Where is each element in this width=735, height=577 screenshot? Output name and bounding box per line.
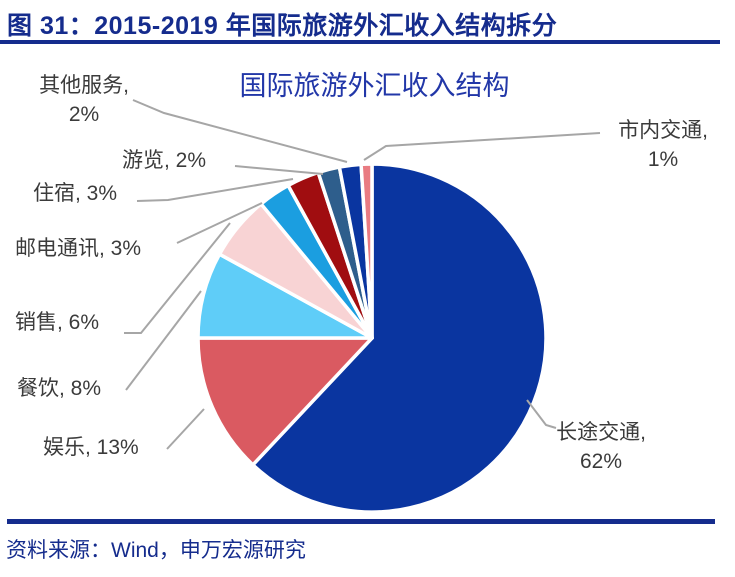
pie-label-line: 其他服务, <box>39 74 129 97</box>
leader-line-food-beverage <box>125 290 202 391</box>
pie-label-entertainment: 娱乐, 13% <box>43 433 165 462</box>
pie-label-sightseeing: 游览, 2% <box>122 146 234 175</box>
title-underline <box>0 40 720 44</box>
pie-label-line: 2% <box>68 103 100 126</box>
pie-label-food-beverage: 餐饮, 8% <box>17 374 127 403</box>
source-text: 资料来源：Wind，申万宏源研究 <box>6 539 306 562</box>
pie-label-line: 市内交通, <box>618 119 708 142</box>
pie-label-long-distance-transport: 长途交通, 62% <box>538 418 664 476</box>
source-divider <box>7 519 715 524</box>
pie-slice-entertainment <box>196 336 374 467</box>
pie-label-sales: 销售, 6% <box>15 308 123 337</box>
leader-line-entertainment <box>166 408 205 450</box>
pie-label-line: 62% <box>579 450 623 473</box>
pie-label-line: 娱乐, 13% <box>43 436 139 459</box>
pie-label-city-transport: 市内交通, 1% <box>600 116 726 174</box>
pie-label-line: 餐饮, 8% <box>17 377 102 400</box>
pie-label-accommodation: 住宿, 3% <box>33 179 143 208</box>
leader-line-sales <box>124 222 231 334</box>
pie-label-line: 住宿, 3% <box>33 182 118 205</box>
pie-label-line: 1% <box>647 148 679 171</box>
pie-slice-city-transport <box>359 162 374 340</box>
leader-line-post-telecom <box>176 202 263 244</box>
pie-label-post-telecom: 邮电通讯, 3% <box>15 234 175 263</box>
pie-label-line: 长途交通, <box>556 421 646 444</box>
leader-line-other-services <box>132 99 348 163</box>
pie-label-line: 游览, 2% <box>122 149 207 172</box>
leader-line-long-distance-transport <box>526 399 557 429</box>
pie-label-line: 邮电通讯, 3% <box>15 237 142 260</box>
leader-line-sightseeing <box>234 165 324 175</box>
figure-title: 图 31：2015-2019 年国际旅游外汇收入结构拆分 <box>7 12 558 40</box>
pie-slice-long-distance-transport <box>251 162 548 514</box>
pie-label-other-services: 其他服务, 2% <box>30 71 138 129</box>
chart-title: 国际旅游外汇收入结构 <box>239 71 510 101</box>
leader-line-accommodation <box>136 178 294 202</box>
leader-line-city-transport <box>363 132 601 161</box>
pie-label-line: 销售, 6% <box>15 311 100 334</box>
